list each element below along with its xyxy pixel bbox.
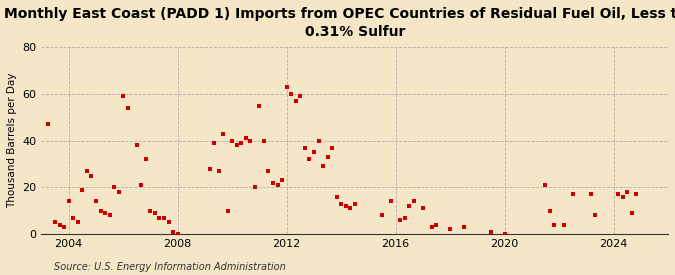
- Point: [104, 213, 115, 218]
- Point: [77, 188, 88, 192]
- Point: [95, 208, 106, 213]
- Point: [345, 206, 356, 210]
- Point: [213, 169, 224, 173]
- Point: [86, 174, 97, 178]
- Point: [399, 215, 410, 220]
- Point: [286, 92, 297, 96]
- Point: [295, 94, 306, 99]
- Point: [485, 229, 496, 234]
- Point: [417, 206, 428, 210]
- Point: [232, 143, 242, 148]
- Point: [113, 190, 124, 194]
- Y-axis label: Thousand Barrels per Day: Thousand Barrels per Day: [7, 73, 17, 208]
- Point: [317, 164, 328, 169]
- Point: [549, 222, 560, 227]
- Point: [585, 192, 596, 197]
- Point: [122, 106, 133, 110]
- Point: [630, 192, 641, 197]
- Point: [249, 185, 260, 189]
- Point: [567, 192, 578, 197]
- Point: [340, 204, 351, 208]
- Point: [263, 169, 274, 173]
- Point: [109, 185, 119, 189]
- Point: [350, 202, 360, 206]
- Point: [167, 229, 178, 234]
- Point: [55, 222, 65, 227]
- Point: [145, 208, 156, 213]
- Point: [277, 178, 288, 183]
- Point: [245, 139, 256, 143]
- Point: [59, 225, 70, 229]
- Point: [272, 183, 283, 187]
- Point: [268, 180, 279, 185]
- Point: [236, 141, 246, 145]
- Point: [395, 218, 406, 222]
- Point: [90, 199, 101, 204]
- Point: [313, 139, 324, 143]
- Point: [445, 227, 456, 232]
- Point: [545, 208, 556, 213]
- Point: [431, 222, 442, 227]
- Point: [99, 211, 110, 215]
- Point: [68, 215, 79, 220]
- Point: [204, 166, 215, 171]
- Point: [159, 215, 169, 220]
- Point: [304, 157, 315, 161]
- Point: [458, 225, 469, 229]
- Point: [281, 85, 292, 89]
- Point: [408, 199, 419, 204]
- Point: [72, 220, 83, 224]
- Point: [377, 213, 387, 218]
- Point: [82, 169, 92, 173]
- Title: Monthly East Coast (PADD 1) Imports from OPEC Countries of Residual Fuel Oil, Le: Monthly East Coast (PADD 1) Imports from…: [3, 7, 675, 39]
- Point: [308, 150, 319, 155]
- Point: [327, 145, 338, 150]
- Point: [613, 192, 624, 197]
- Point: [172, 232, 183, 236]
- Point: [136, 183, 147, 187]
- Point: [622, 190, 632, 194]
- Point: [404, 204, 414, 208]
- Text: Source: U.S. Energy Information Administration: Source: U.S. Energy Information Administ…: [54, 262, 286, 272]
- Point: [63, 199, 74, 204]
- Point: [300, 145, 310, 150]
- Point: [227, 139, 238, 143]
- Point: [427, 225, 437, 229]
- Point: [132, 143, 142, 148]
- Point: [500, 232, 510, 236]
- Point: [385, 199, 396, 204]
- Point: [617, 194, 628, 199]
- Point: [259, 139, 269, 143]
- Point: [254, 103, 265, 108]
- Point: [43, 122, 54, 127]
- Point: [626, 211, 637, 215]
- Point: [558, 222, 569, 227]
- Point: [331, 194, 342, 199]
- Point: [163, 220, 174, 224]
- Point: [322, 155, 333, 159]
- Point: [150, 211, 161, 215]
- Point: [154, 215, 165, 220]
- Point: [50, 220, 61, 224]
- Point: [240, 136, 251, 141]
- Point: [590, 213, 601, 218]
- Point: [218, 131, 229, 136]
- Point: [222, 208, 233, 213]
- Point: [118, 94, 129, 99]
- Point: [290, 99, 301, 103]
- Point: [209, 141, 219, 145]
- Point: [335, 202, 346, 206]
- Point: [140, 157, 151, 161]
- Point: [540, 183, 551, 187]
